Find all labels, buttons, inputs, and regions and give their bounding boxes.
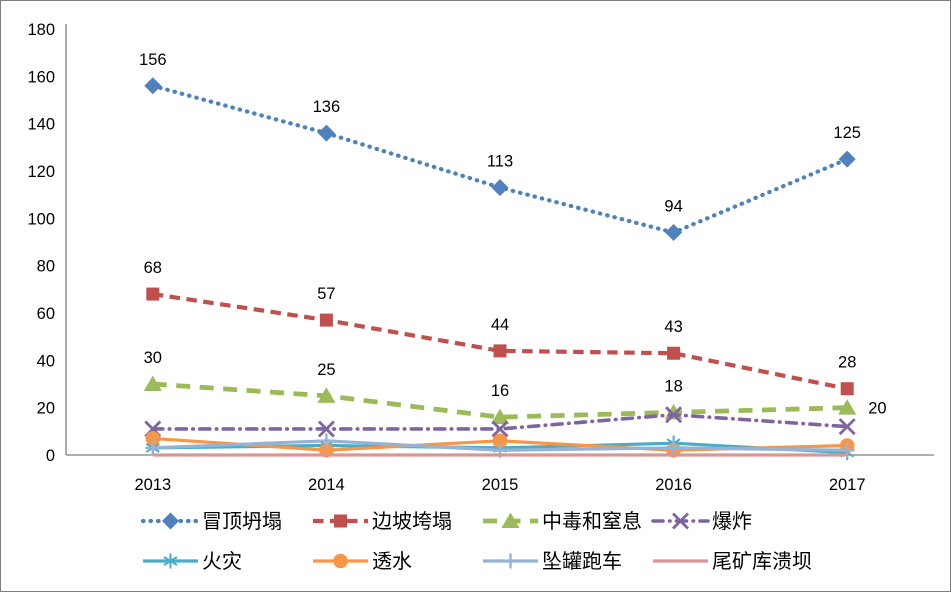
x-axis-tick-label: 2016 [655, 476, 692, 494]
series-marker-5 [492, 433, 508, 449]
series-marker-3 [665, 406, 683, 424]
series-marker-2 [491, 408, 509, 425]
data-label: 44 [491, 316, 509, 334]
data-label: 94 [664, 198, 682, 216]
data-label: 18 [664, 377, 682, 395]
legend-label: 尾矿库溃坝 [712, 550, 812, 573]
series-3 [144, 406, 856, 438]
series-marker-1 [146, 287, 160, 301]
data-label: 16 [491, 382, 509, 400]
data-label: 57 [317, 285, 335, 303]
series-marker-1 [667, 346, 681, 360]
legend-item-5: 透水 [313, 550, 412, 573]
legend-label: 边坡垮塌 [372, 510, 452, 533]
data-label: 68 [144, 259, 162, 277]
legend-item-6: 坠罐跑车 [483, 550, 622, 573]
data-label: 113 [487, 153, 513, 171]
series-marker-3 [491, 420, 509, 438]
y-axis-tick-label: 180 [27, 21, 55, 39]
data-label: 25 [317, 361, 335, 379]
series-marker-2 [143, 375, 162, 391]
series-marker-3 [838, 418, 856, 436]
data-label: 43 [664, 318, 682, 336]
series-marker-1 [840, 382, 854, 396]
series-2: 30 25 16 18 20 [143, 349, 887, 425]
legend-label: 透水 [372, 550, 412, 573]
legend-label: 中毒和窒息 [542, 510, 642, 533]
legend-item-7: 尾矿库溃坝 [653, 550, 812, 573]
legend-swatch-marker [333, 553, 348, 569]
legend-label: 爆炸 [712, 510, 752, 533]
legend-item-2: 中毒和窒息 [483, 510, 642, 533]
series-marker-3 [317, 420, 335, 438]
legend-item-4: 火灾 [143, 550, 242, 573]
data-label: 30 [144, 349, 162, 367]
series-marker-2 [317, 387, 336, 403]
y-axis-tick-label: 80 [37, 258, 55, 276]
y-axis-tick-label: 40 [37, 352, 55, 370]
y-axis-tick-label: 120 [27, 163, 55, 181]
series-1: 68 57 44 43 28 [144, 259, 856, 396]
legend-label: 冒顶坍塌 [202, 510, 282, 533]
y-axis-tick-label: 20 [37, 400, 55, 418]
legend-swatch-marker [501, 512, 520, 528]
y-axis-tick-label: 60 [37, 305, 55, 323]
legend-item-0: 冒顶坍塌 [140, 510, 282, 533]
series-6 [145, 433, 855, 458]
y-axis-tick-label: 140 [27, 116, 55, 134]
series-line-1 [152, 291, 848, 391]
x-axis-tick-label: 2013 [134, 476, 171, 494]
legend-swatch-marker [334, 514, 347, 528]
legend-label: 火灾 [202, 550, 242, 573]
legend-swatch-marker [162, 512, 179, 530]
y-axis-tick-label: 0 [46, 447, 55, 465]
series-marker-2 [838, 399, 857, 415]
series-marker-1 [493, 344, 507, 358]
legend-item-3: 爆炸 [651, 510, 752, 533]
x-axis-tick-label: 2015 [482, 476, 519, 494]
legend-swatch-marker [672, 512, 689, 530]
series-0: 156 136 113 94 125 [139, 51, 861, 242]
legend-label: 坠罐跑车 [542, 550, 622, 573]
series-marker-1 [319, 313, 333, 327]
data-label: 156 [139, 51, 167, 69]
series-marker-0 [665, 224, 683, 242]
data-label: 28 [838, 354, 856, 372]
x-axis-tick-label: 2014 [308, 476, 345, 494]
legend-swatch-marker [163, 556, 178, 566]
legend-item-1: 边坡垮塌 [313, 510, 452, 533]
y-axis-tick-label: 100 [27, 210, 55, 228]
x-axis-tick-label: 2017 [829, 476, 866, 494]
y-axis-tick-label: 160 [27, 68, 55, 86]
series-marker-0 [491, 179, 509, 197]
data-label: 136 [313, 98, 341, 116]
series-marker-0 [317, 124, 335, 142]
series-marker-0 [838, 150, 856, 168]
data-label: 20 [868, 400, 886, 418]
data-label: 125 [833, 124, 861, 142]
series-marker-5 [145, 431, 161, 446]
series-marker-0 [144, 77, 162, 95]
